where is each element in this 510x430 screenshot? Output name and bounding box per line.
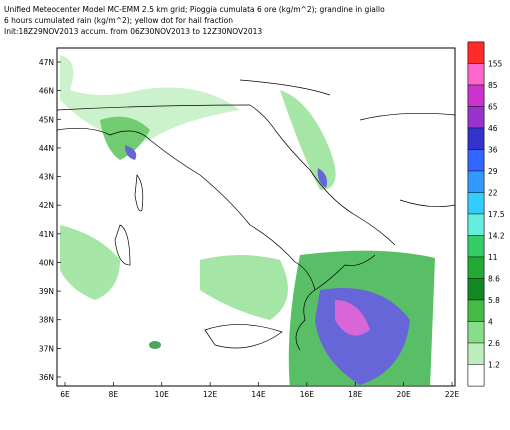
header-line: Init:18Z29NOV2013 accum. from 06Z30NOV20… [4,27,262,36]
colorbar-swatch [467,364,485,387]
colorbar-swatch [467,41,485,64]
colorbar-label: 22 [488,189,498,198]
lon-label: 6E [60,390,70,399]
lat-label: 44N [39,144,54,153]
lat-label: 37N [39,344,54,353]
colorbar-swatch [467,256,485,279]
lon-label: 20E [396,390,411,399]
colorbar-label: 14.2 [488,232,505,241]
lat-label: 43N [39,173,54,182]
colorbar-label: 2.6 [488,339,500,348]
lon-label: 14E [251,390,266,399]
colorbar-label: 46 [488,124,498,133]
colorbar-swatch [467,235,485,258]
colorbar-swatch [467,213,485,236]
lat-label: 39N [39,287,54,296]
colorbar-label: 8.6 [488,275,500,284]
header-line: Unified Meteocenter Model MC-EMM 2.5 km … [4,5,385,14]
colorbar-swatch [467,321,485,344]
lat-label: 41N [39,230,54,239]
header-line: 6 hours cumulated rain (kg/m^2); yellow … [4,16,233,25]
lat-label: 45N [39,115,54,124]
lon-label: 18E [348,390,363,399]
colorbar-swatch [467,63,485,86]
colorbar-swatch [467,278,485,301]
lat-label: 40N [39,258,54,267]
colorbar-label: 11 [488,253,498,262]
lat-label: 36N [39,373,54,382]
colorbar-swatch [467,149,485,172]
colorbar-swatch [467,84,485,107]
colorbar-label: 85 [488,81,498,90]
colorbar-label: 36 [488,146,498,155]
colorbar-swatch [467,299,485,322]
colorbar-label: 29 [488,167,498,176]
colorbar-label: 65 [488,103,498,112]
colorbar-swatch [467,170,485,193]
map-content [57,55,455,386]
colorbar-swatch [467,342,485,365]
colorbar-label: 4 [488,318,493,327]
lat-label: 46N [39,87,54,96]
colorbar-label: 155 [488,60,503,69]
lon-label: 12E [203,390,218,399]
colorbar-swatch [467,127,485,150]
lon-label: 16E [300,390,315,399]
lat-label: 38N [39,316,54,325]
colorbar-swatch [467,106,485,129]
lat-label: 42N [39,201,54,210]
colorbar-label: 17.5 [488,210,505,219]
colorbar-label: 1.2 [488,361,500,370]
lon-label: 8E [109,390,119,399]
colorbar-label: 5.8 [488,296,500,305]
lat-label: 47N [39,58,54,67]
colorbar-swatch [467,192,485,215]
lon-label: 10E [155,390,170,399]
lon-label: 22E [445,390,460,399]
